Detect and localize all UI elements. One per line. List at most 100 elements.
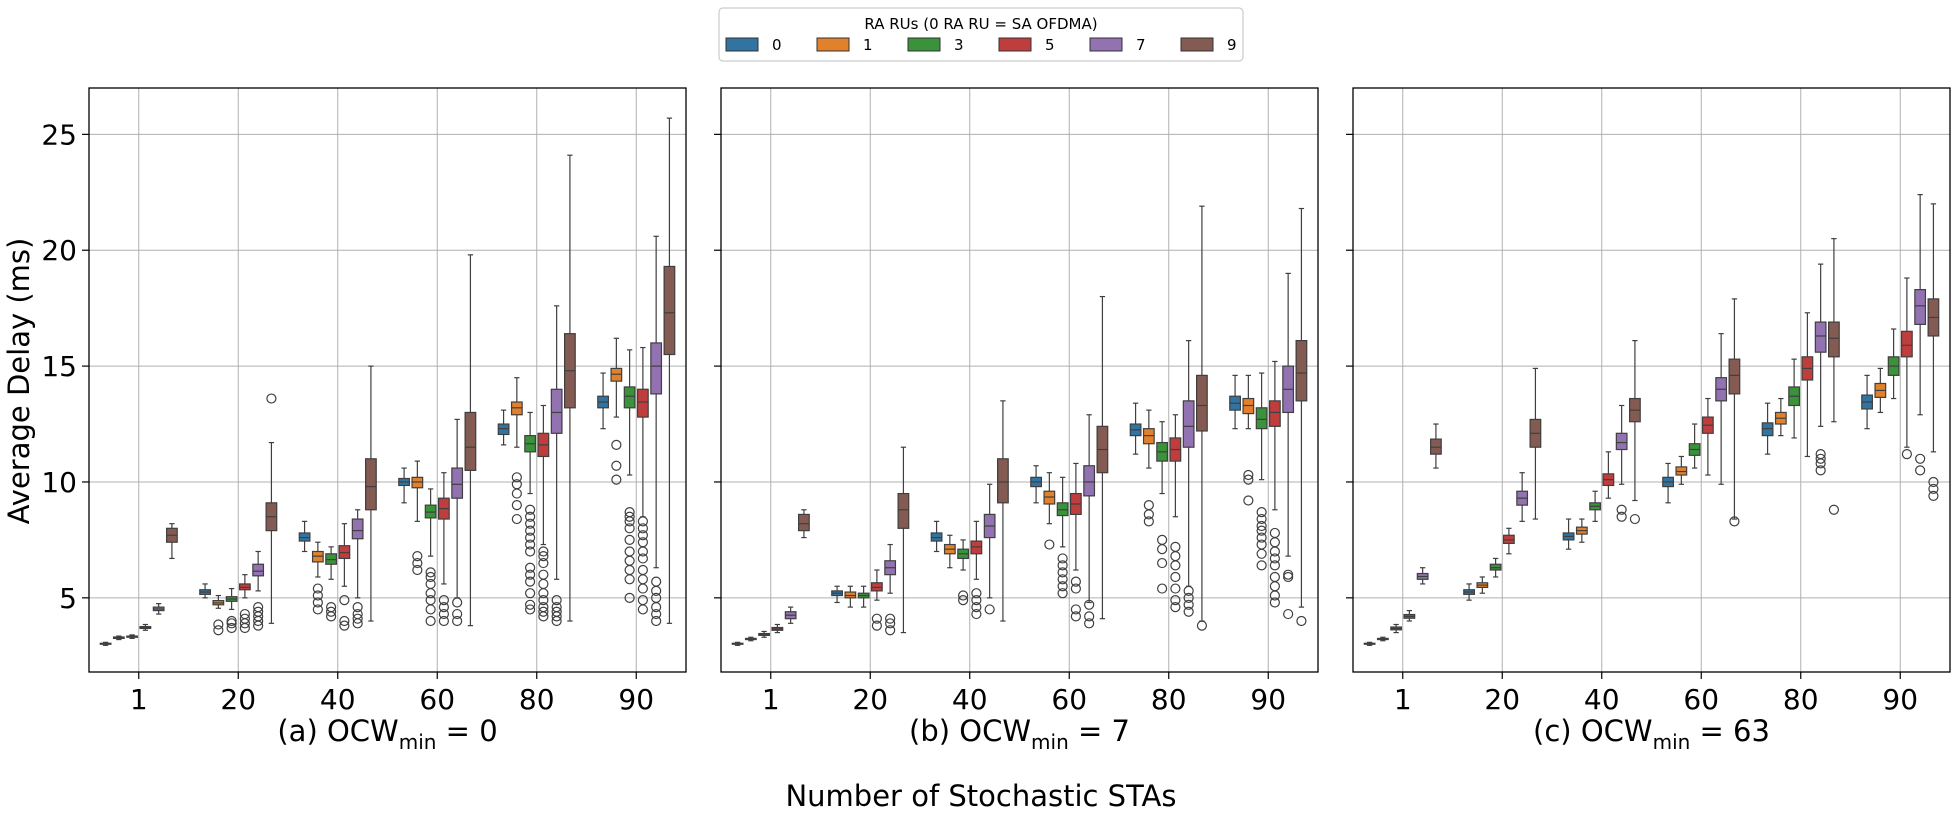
box-60-ru1 <box>411 460 424 576</box>
box-60-ru0 <box>398 467 410 504</box>
box-iqr <box>1728 358 1741 395</box>
box-20-ru3 <box>225 587 238 634</box>
x-tick-label: 1 <box>1394 683 1412 716</box>
outlier-point <box>452 615 463 627</box>
box-1-ru3 <box>758 630 771 638</box>
outlier-point <box>438 595 449 606</box>
grid <box>1353 88 1950 672</box>
box-90-ru1 <box>610 337 623 485</box>
box-20-ru9 <box>897 446 910 634</box>
outlier-point <box>312 597 323 608</box>
box-1-ru0 <box>1363 641 1376 646</box>
x-tick-label: 90 <box>1250 683 1286 716</box>
outlier-point <box>624 546 635 557</box>
outlier-point <box>1256 539 1267 550</box>
outlier-point <box>1928 490 1939 501</box>
outlier-point <box>1157 544 1168 555</box>
outlier-point <box>637 574 648 585</box>
box-iqr <box>464 411 477 471</box>
plot-frame <box>720 87 1319 673</box>
box-60-ru5 <box>1069 462 1082 622</box>
box-20-ru5 <box>870 569 883 631</box>
box-20-ru0 <box>199 583 211 599</box>
x-tick-label: 60 <box>419 683 455 716</box>
legend-swatch-9 <box>1180 37 1214 52</box>
outlier-point <box>538 606 549 617</box>
outlier-point <box>1629 513 1641 525</box>
outlier-point <box>1143 500 1154 511</box>
box-60-ru3 <box>1688 423 1701 469</box>
outlier-point <box>1157 534 1168 546</box>
box-60-ru3 <box>424 488 437 627</box>
box-iqr <box>550 388 563 434</box>
outlier-point <box>624 564 635 576</box>
box-20-ru3 <box>1489 557 1502 578</box>
box-1-ru5 <box>1403 609 1416 622</box>
outlier-point <box>266 393 277 404</box>
outlier-point <box>1170 551 1181 562</box>
outlier-point <box>624 506 635 518</box>
x-tick-label: 80 <box>1151 683 1187 716</box>
box-40-ru5 <box>970 520 983 620</box>
outlier-point <box>1283 569 1294 580</box>
outlier-point <box>637 537 648 548</box>
box-20-ru1 <box>844 585 857 608</box>
box-90-ru0 <box>1229 374 1241 430</box>
outlier-point <box>1170 602 1181 613</box>
y-tick-label: 20 <box>41 234 77 267</box>
outlier-point <box>637 553 648 564</box>
box-20-ru1 <box>1476 576 1489 594</box>
box-20-ru5 <box>238 574 251 634</box>
outlier-point <box>1256 525 1267 536</box>
box-iqr <box>897 492 910 529</box>
outlier-point <box>1815 449 1826 460</box>
outlier-point <box>213 625 224 636</box>
outlier-point <box>425 604 436 615</box>
box-90-ru5 <box>636 346 649 615</box>
legend-swatch-0 <box>725 37 759 52</box>
outlier-point <box>984 604 995 615</box>
outlier-point <box>525 576 536 587</box>
outlier-point <box>538 569 549 580</box>
x-tick-label: 60 <box>1051 683 1087 716</box>
outlier-point <box>1170 595 1181 606</box>
box-1-ru1 <box>744 636 757 642</box>
panel-label-prefix: (a) OCW <box>277 714 398 748</box>
panel-label-suffix: = 63 <box>1690 714 1770 748</box>
x-tick-label: 1 <box>130 683 148 716</box>
box-60-ru5 <box>437 472 450 627</box>
outlier-point <box>438 608 449 620</box>
x-axis-title: Number of Stochastic STAs <box>785 779 1176 813</box>
x-tick-label: 40 <box>1584 683 1620 716</box>
box-80-ru3 <box>1156 421 1169 594</box>
legend-label-0: 0 <box>772 36 782 54</box>
outlier-point <box>525 532 536 543</box>
outlier-point <box>1269 590 1280 601</box>
outlier-point <box>1269 597 1280 608</box>
box-1-ru1 <box>112 635 125 641</box>
box-1-ru5 <box>139 623 152 631</box>
outlier-point <box>525 539 536 550</box>
box-80-ru3 <box>1788 358 1801 439</box>
box-40-ru1 <box>311 541 324 615</box>
box-40-ru3 <box>1589 490 1602 522</box>
outlier-point <box>1057 560 1068 571</box>
outlier-point <box>425 567 436 578</box>
y-tick-label: 10 <box>41 466 77 499</box>
box-80-ru1 <box>510 377 523 525</box>
outlier-point <box>611 439 622 450</box>
box-40-ru3 <box>957 539 970 606</box>
outlier-point <box>637 523 648 534</box>
box-40-ru9 <box>997 400 1009 622</box>
y-tick-label: 25 <box>41 118 77 151</box>
outlier-point <box>1901 449 1912 460</box>
outlier-point <box>1269 581 1280 592</box>
outlier-point <box>624 523 635 534</box>
outlier-point <box>226 622 237 634</box>
panel-label-subscript: min <box>1031 730 1069 754</box>
box-1-ru0 <box>731 641 744 646</box>
outlier-point <box>239 613 250 624</box>
box-80-ru5 <box>537 404 550 622</box>
outlier-point <box>624 534 635 546</box>
